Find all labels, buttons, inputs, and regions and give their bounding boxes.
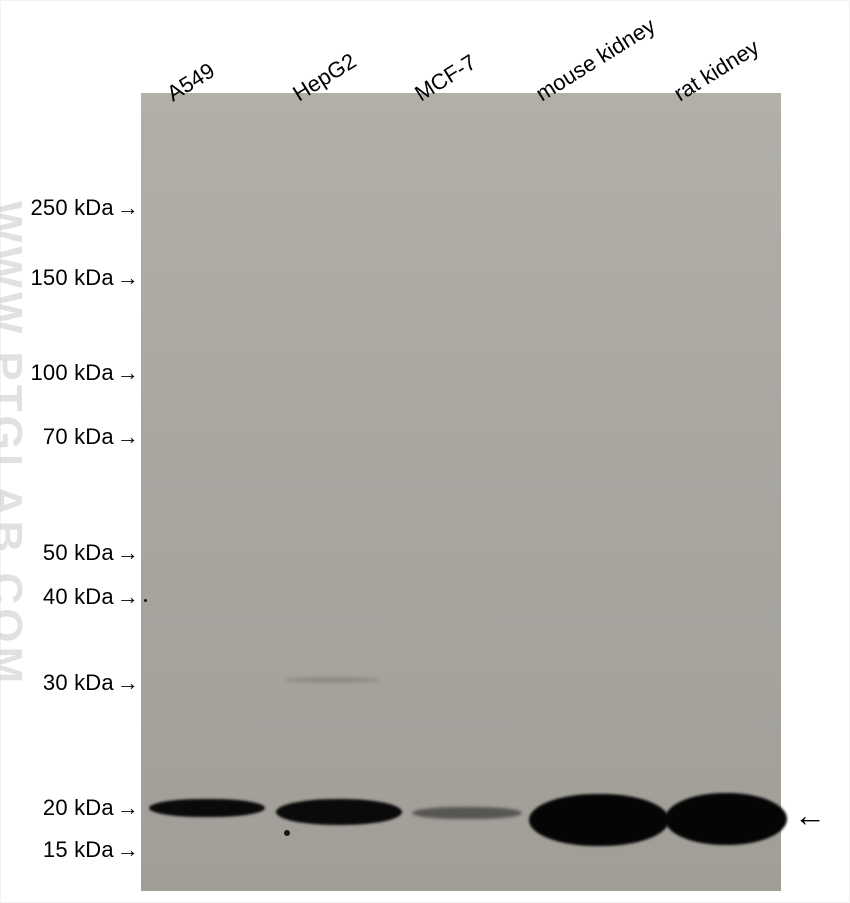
artifact-speck bbox=[144, 599, 147, 602]
mw-marker: 150 kDa→ bbox=[1, 265, 139, 291]
protein-band bbox=[276, 799, 402, 825]
blot-membrane bbox=[141, 93, 781, 891]
mw-marker: 70 kDa→ bbox=[1, 424, 139, 450]
mw-marker: 50 kDa→ bbox=[1, 540, 139, 566]
mw-marker: 20 kDa→ bbox=[1, 795, 139, 821]
mw-marker: 15 kDa→ bbox=[1, 837, 139, 863]
protein-band bbox=[284, 677, 381, 683]
protein-band bbox=[529, 794, 669, 846]
protein-band bbox=[149, 799, 265, 817]
protein-band bbox=[665, 793, 787, 845]
artifact-speck bbox=[284, 830, 290, 836]
mw-marker: 100 kDa→ bbox=[1, 360, 139, 386]
target-band-arrow: ← bbox=[794, 797, 826, 834]
western-blot-figure: WWW.PTGLAB.COM 250 kDa→150 kDa→100 kDa→7… bbox=[0, 0, 850, 903]
mw-marker: 30 kDa→ bbox=[1, 670, 139, 696]
protein-band bbox=[412, 807, 522, 819]
mw-marker: 40 kDa→ bbox=[1, 584, 139, 610]
mw-marker: 250 kDa→ bbox=[1, 195, 139, 221]
